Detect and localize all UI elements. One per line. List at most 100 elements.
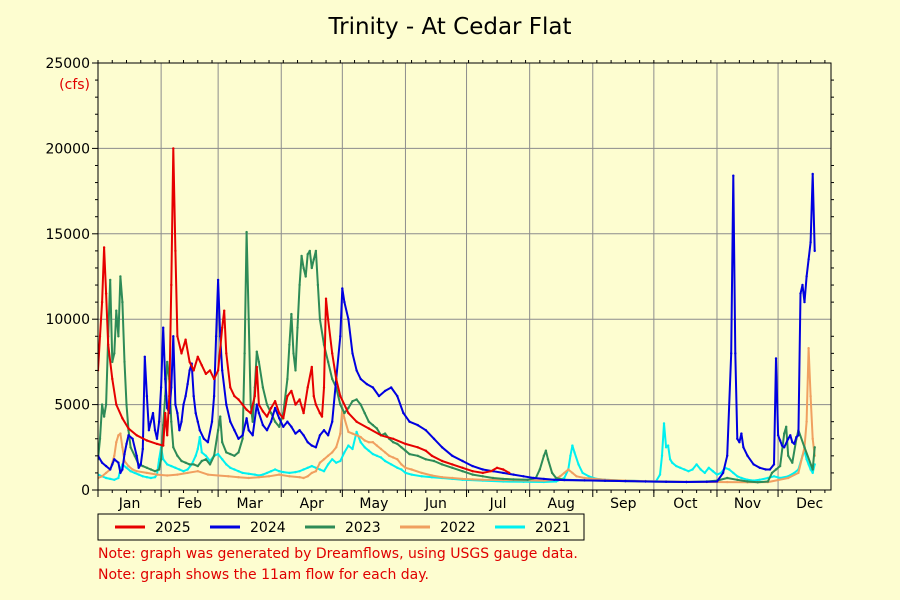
data-point-2022 bbox=[388, 454, 391, 457]
data-point-2021 bbox=[117, 476, 120, 480]
data-point-2023 bbox=[306, 253, 309, 256]
data-point-2024 bbox=[402, 411, 405, 415]
data-point-2024 bbox=[793, 442, 796, 446]
data-point-2021 bbox=[282, 470, 285, 474]
data-point-2023 bbox=[273, 420, 277, 423]
data-point-2023 bbox=[432, 459, 436, 463]
data-point-2025 bbox=[172, 147, 175, 150]
data-point-2024 bbox=[172, 335, 175, 338]
data-point-2023 bbox=[481, 475, 484, 478]
data-point-2025 bbox=[162, 444, 165, 447]
data-point-2021 bbox=[715, 473, 719, 476]
data-point-2024 bbox=[125, 442, 128, 446]
data-point-2023 bbox=[119, 275, 122, 278]
data-point-2024 bbox=[512, 473, 515, 476]
data-point-2021 bbox=[351, 447, 354, 451]
data-point-2024 bbox=[390, 386, 393, 389]
data-point-2021 bbox=[662, 422, 666, 425]
data-point-2025 bbox=[502, 468, 505, 471]
data-point-2024 bbox=[583, 479, 586, 482]
axes: 0 5000 10000 15000 20000 25000 Jan Feb Mar Apr May… bbox=[45, 56, 834, 512]
data-point-2023 bbox=[351, 400, 354, 403]
data-point-2022 bbox=[186, 471, 189, 475]
data-point-2023 bbox=[255, 350, 258, 353]
data-point-2022 bbox=[583, 476, 586, 480]
data-point-2023 bbox=[785, 425, 788, 428]
data-point-2024 bbox=[471, 464, 474, 468]
data-point-2021 bbox=[241, 471, 244, 475]
data-point-2021 bbox=[302, 468, 305, 471]
data-point-2021 bbox=[166, 463, 169, 466]
data-point-2025 bbox=[168, 394, 171, 398]
data-point-2023 bbox=[117, 335, 120, 338]
legend-label-2023: 2023 bbox=[345, 520, 381, 536]
data-point-2023 bbox=[371, 423, 375, 427]
data-point-2021 bbox=[675, 464, 678, 468]
data-point-2022 bbox=[404, 466, 407, 469]
data-point-2024 bbox=[135, 454, 138, 457]
data-point-2023 bbox=[512, 478, 515, 481]
data-point-2022 bbox=[331, 451, 334, 454]
x-tick-label: Sep bbox=[610, 496, 637, 512]
data-point-2024 bbox=[265, 429, 269, 432]
data-point-2025 bbox=[233, 394, 236, 398]
data-point-2021 bbox=[711, 470, 715, 473]
data-point-2024 bbox=[282, 425, 285, 428]
data-point-2025 bbox=[269, 406, 273, 410]
data-point-2022 bbox=[100, 475, 104, 478]
data-point-2022 bbox=[351, 432, 354, 435]
data-point-2023 bbox=[251, 420, 254, 423]
data-point-2022 bbox=[166, 474, 169, 477]
data-point-2024 bbox=[664, 480, 668, 483]
data-point-2021 bbox=[587, 475, 590, 478]
data-point-2024 bbox=[225, 403, 228, 406]
data-point-2024 bbox=[797, 434, 800, 437]
data-point-2021 bbox=[233, 468, 236, 471]
data-point-2022 bbox=[216, 474, 220, 477]
data-point-2023 bbox=[141, 464, 144, 468]
data-point-2022 bbox=[355, 434, 358, 437]
data-point-2025 bbox=[314, 403, 318, 406]
data-point-2023 bbox=[216, 429, 220, 432]
data-point-2024 bbox=[752, 463, 755, 466]
data-point-2023 bbox=[778, 464, 782, 468]
data-point-2023 bbox=[166, 360, 169, 364]
data-point-2023 bbox=[726, 476, 729, 480]
data-point-2022 bbox=[306, 475, 309, 478]
data-point-2021 bbox=[363, 446, 366, 449]
data-point-2021 bbox=[809, 468, 812, 471]
data-point-2025 bbox=[347, 411, 350, 415]
data-point-2024 bbox=[104, 464, 108, 468]
data-point-2023 bbox=[502, 477, 505, 481]
data-point-2022 bbox=[155, 473, 159, 476]
data-point-2021 bbox=[563, 476, 566, 480]
data-point-2023 bbox=[149, 468, 153, 471]
data-point-2022 bbox=[567, 468, 570, 471]
data-point-2021 bbox=[379, 456, 383, 459]
data-point-2023 bbox=[219, 415, 222, 418]
data-point-2024 bbox=[807, 258, 810, 261]
data-point-2022 bbox=[420, 471, 423, 475]
data-point-2024 bbox=[123, 452, 126, 456]
data-point-2024 bbox=[705, 480, 708, 483]
data-point-2022 bbox=[145, 471, 149, 475]
data-point-2021 bbox=[178, 468, 181, 471]
data-point-2024 bbox=[149, 420, 153, 423]
y-tick-label: 5000 bbox=[54, 398, 90, 414]
data-point-2021 bbox=[410, 473, 413, 476]
data-point-2022 bbox=[807, 347, 810, 350]
data-point-2023 bbox=[237, 451, 240, 454]
data-point-2023 bbox=[331, 377, 334, 381]
data-point-2023 bbox=[98, 437, 102, 440]
x-tick-label: Nov bbox=[734, 496, 761, 512]
data-point-2022 bbox=[257, 476, 261, 479]
data-point-2023 bbox=[294, 369, 297, 372]
data-point-2025 bbox=[229, 386, 232, 389]
data-point-2023 bbox=[200, 459, 203, 463]
data-point-2024 bbox=[286, 420, 289, 423]
data-point-2021 bbox=[141, 475, 144, 478]
data-point-2024 bbox=[229, 420, 232, 423]
data-point-2021 bbox=[182, 470, 185, 473]
data-point-2024 bbox=[157, 420, 161, 423]
data-point-2025 bbox=[404, 442, 407, 446]
